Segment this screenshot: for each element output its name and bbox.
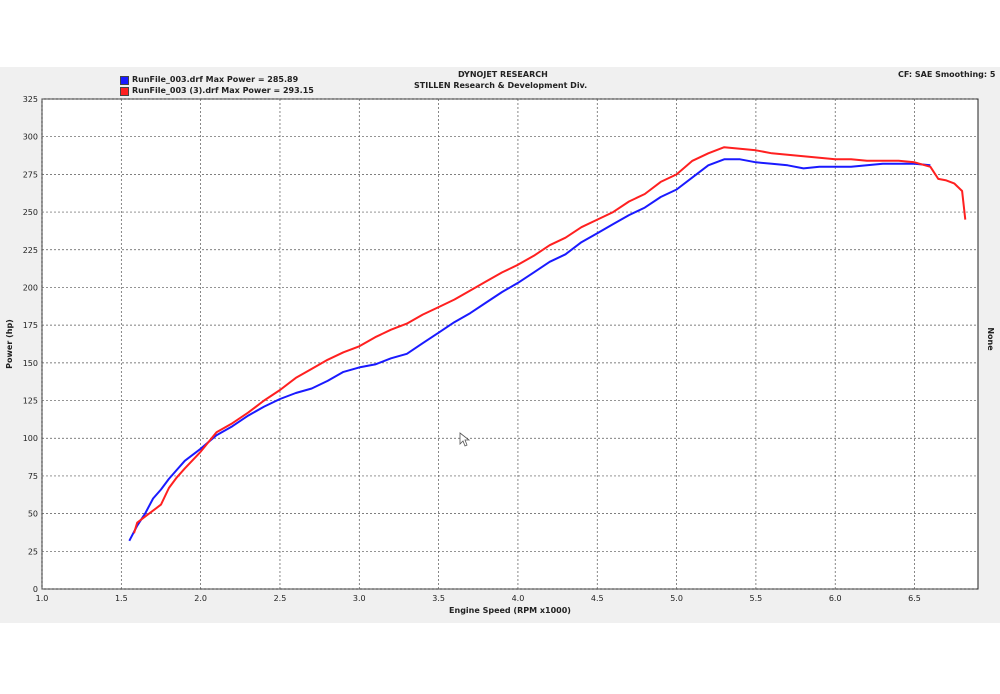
chart-title: DYNOJET RESEARCH xyxy=(458,70,548,79)
series-group xyxy=(128,146,967,542)
x-tick-label: 4.5 xyxy=(591,594,604,603)
x-tick-label: 6.5 xyxy=(908,594,921,603)
plot-area xyxy=(41,98,979,590)
y-tick-label: 225 xyxy=(23,246,38,255)
y-tick-label: 0 xyxy=(33,585,38,594)
legend-swatch-blue xyxy=(120,75,129,85)
grid-lines xyxy=(41,98,978,590)
x-tick-label: 2.0 xyxy=(194,594,207,603)
legend-item-blue[interactable]: RunFile_003.drf Max Power = 285.89 xyxy=(120,75,298,85)
x-tick-label: 2.5 xyxy=(274,594,287,603)
y-tick-label: 200 xyxy=(23,283,38,292)
x-axis-label: Engine Speed (RPM x1000) xyxy=(449,606,571,615)
x-tick-label: 5.5 xyxy=(750,594,763,603)
legend-item-red[interactable]: RunFile_003 (3).drf Max Power = 293.15 xyxy=(120,86,314,96)
x-tick-label: 1.0 xyxy=(36,594,49,603)
y-tick-label: 275 xyxy=(23,170,38,179)
x-tick-label: 4.0 xyxy=(512,594,525,603)
y-tick-label: 325 xyxy=(23,95,38,104)
series-line-blue xyxy=(128,158,931,542)
dyno-chart-window: DYNOJET RESEARCH STILLEN Research & Deve… xyxy=(0,67,1000,623)
x-axis-ticks: 1.0 1.5 2.0 2.5 3.0 3.5 4.0 4.5 5.0 5.5 6.0 6.5 xyxy=(36,594,921,603)
y-tick-label: 25 xyxy=(28,547,38,556)
power-chart: 1.0 1.5 2.0 2.5 3.0 3.5 4.0 4.5 5.0 5.5 6.0 6.5 0 25… xyxy=(5,95,995,615)
y-tick-label: 175 xyxy=(23,321,38,330)
x-tick-label: 3.5 xyxy=(432,594,445,603)
y-tick-label: 125 xyxy=(23,397,38,406)
y-tick-label: 50 xyxy=(28,510,38,519)
chart-subtitle: STILLEN Research & Development Div. xyxy=(414,81,588,90)
x-tick-label: 5.0 xyxy=(670,594,683,603)
legend-swatch-red xyxy=(120,86,129,96)
y-tick-label: 300 xyxy=(23,133,38,142)
x-tick-label: 1.5 xyxy=(115,594,128,603)
correction-smoothing-label: CF: SAE Smoothing: 5 xyxy=(898,70,996,79)
y-tick-label: 75 xyxy=(28,472,38,481)
y-axis-label: Power (hp) xyxy=(5,319,14,369)
series-line-red xyxy=(133,146,967,534)
right-axis-label: None xyxy=(986,327,995,351)
legend-label-red: RunFile_003 (3).drf Max Power = 293.15 xyxy=(132,86,314,95)
mouse-pointer-icon xyxy=(459,432,471,447)
x-tick-label: 3.0 xyxy=(353,594,366,603)
y-tick-label: 150 xyxy=(23,359,38,368)
legend-label-blue: RunFile_003.drf Max Power = 285.89 xyxy=(132,75,299,84)
x-tick-label: 6.0 xyxy=(829,594,842,603)
y-axis-ticks: 0 25 50 75 100 125 150 175 200 225 250 275 300 325 xyxy=(23,95,38,594)
y-tick-label: 100 xyxy=(23,434,38,443)
y-tick-label: 250 xyxy=(23,208,38,217)
